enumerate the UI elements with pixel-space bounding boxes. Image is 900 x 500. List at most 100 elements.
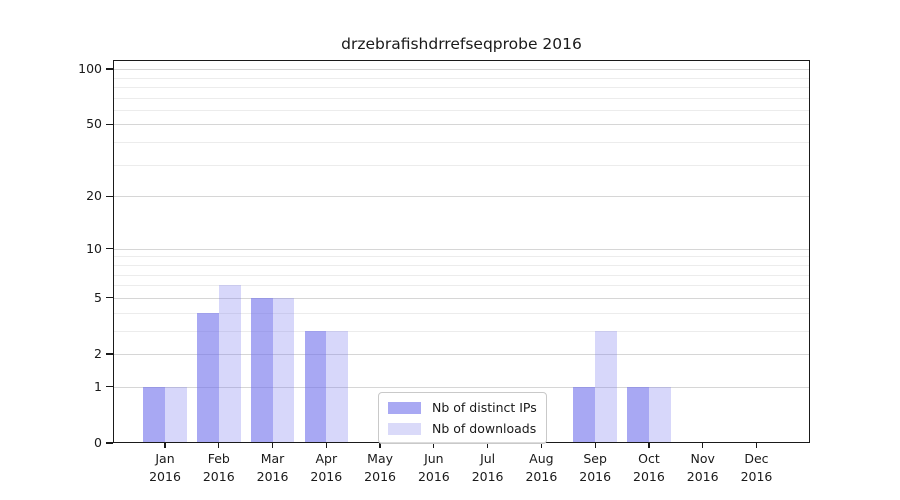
gridline-major — [113, 124, 810, 126]
legend: Nb of distinct IPs Nb of downloads — [378, 392, 547, 444]
gridline-major — [113, 196, 810, 198]
bar-downloads-jan — [165, 386, 187, 443]
x-tick-month: Sep — [583, 451, 607, 466]
x-tick-label: Apr 2016 — [290, 450, 362, 485]
y-tick-mark — [106, 195, 113, 197]
y-tick-mark — [106, 248, 113, 250]
legend-swatch-distinct-ips — [388, 401, 421, 414]
x-tick-year: 2016 — [417, 468, 450, 484]
x-tick-month: Jan — [155, 451, 175, 466]
bar-downloads-apr — [326, 330, 349, 443]
x-tick-mark — [271, 443, 274, 448]
x-tick-year: 2016 — [686, 468, 719, 484]
legend-item-downloads: Nb of downloads — [388, 421, 537, 436]
y-tick-mark — [106, 68, 113, 70]
legend-label-downloads: Nb of downloads — [432, 421, 537, 436]
x-tick-month: Feb — [207, 451, 230, 466]
gridline-minor — [113, 285, 810, 287]
x-tick-mark — [164, 443, 166, 448]
bar-ips-feb — [196, 312, 219, 443]
x-tick-mark — [594, 443, 596, 448]
y-tick-label: 10 — [86, 240, 102, 256]
x-tick-label: Jul 2016 — [452, 450, 524, 485]
gridline-minor — [113, 330, 810, 332]
gridline-major — [113, 248, 810, 250]
gridline-major — [113, 386, 810, 388]
x-tick-month: Dec — [744, 451, 769, 466]
x-tick-mark — [702, 443, 704, 448]
gridline-minor — [113, 86, 810, 88]
y-tick-label: 5 — [94, 289, 102, 305]
x-tick-label: Jun 2016 — [398, 450, 470, 485]
x-tick-label: Nov 2016 — [667, 450, 739, 485]
x-tick-month: Apr — [315, 451, 338, 466]
x-tick-month: May — [367, 451, 393, 466]
gridline-minor — [113, 264, 810, 266]
x-tick-mark — [755, 443, 758, 448]
y-tick-label: 50 — [86, 116, 102, 132]
x-tick-year: 2016 — [202, 468, 235, 484]
x-tick-year: 2016 — [525, 468, 558, 484]
x-tick-mark — [325, 443, 327, 448]
gridline-major — [113, 353, 810, 355]
gridline-major — [113, 69, 810, 71]
x-tick-mark — [379, 443, 381, 448]
gridline-minor — [113, 77, 810, 79]
x-tick-mark — [540, 443, 543, 448]
x-tick-label: Aug 2016 — [505, 450, 577, 485]
x-tick-label: Oct 2016 — [613, 450, 685, 485]
gridline-minor — [113, 164, 810, 166]
plot-area — [113, 60, 810, 443]
y-tick-label: 100 — [78, 61, 102, 77]
x-tick-year: 2016 — [471, 468, 504, 484]
y-tick-mark — [106, 386, 113, 388]
gridline-minor — [113, 142, 810, 144]
x-tick-label: Sep 2016 — [559, 450, 631, 485]
gridline-minor — [113, 256, 810, 258]
bar-downloads-oct — [648, 386, 671, 443]
bar-ips-mar — [250, 297, 273, 443]
x-tick-year: 2016 — [579, 468, 612, 484]
x-tick-year: 2016 — [633, 468, 665, 484]
x-tick-year: 2016 — [364, 468, 396, 484]
bar-ips-jan — [143, 386, 165, 443]
y-tick-mark — [106, 442, 113, 444]
gridline-minor — [113, 109, 810, 111]
legend-swatch-downloads — [388, 422, 421, 435]
legend-label-distinct-ips: Nb of distinct IPs — [432, 400, 537, 415]
y-tick-label: 20 — [86, 188, 102, 204]
y-tick-mark — [106, 353, 113, 355]
gridline-major — [113, 297, 810, 299]
y-tick-label: 1 — [94, 378, 102, 394]
x-tick-month: Oct — [638, 451, 660, 466]
bar-ips-oct — [627, 386, 649, 443]
y-tick-mark — [106, 123, 113, 126]
gridline-minor — [113, 312, 810, 314]
x-tick-year: 2016 — [256, 468, 289, 484]
x-tick-year: 2016 — [740, 468, 773, 484]
x-tick-label: Dec 2016 — [720, 450, 792, 485]
bar-downloads-mar — [272, 297, 295, 443]
x-tick-mark — [648, 443, 650, 448]
legend-item-distinct-ips: Nb of distinct IPs — [388, 400, 537, 415]
x-tick-month: Aug — [529, 451, 554, 466]
bar-ips-sep — [573, 386, 596, 443]
bar-downloads-sep — [595, 330, 617, 443]
x-tick-year: 2016 — [310, 468, 343, 484]
y-tick-label: 0 — [94, 435, 102, 450]
x-tick-label: May 2016 — [344, 450, 416, 485]
x-tick-label: Feb 2016 — [183, 450, 255, 485]
x-tick-mark — [486, 443, 489, 448]
y-tick-mark — [106, 297, 113, 299]
chart-title: drzebrafishdrrefseqprobe 2016 — [341, 35, 582, 53]
x-tick-mark — [433, 443, 435, 448]
gridline-minor — [113, 97, 810, 99]
x-tick-month: Jun — [424, 451, 444, 466]
x-tick-month: Jul — [480, 451, 496, 466]
x-tick-mark — [218, 443, 220, 448]
x-tick-label: Jan 2016 — [129, 450, 201, 485]
x-tick-month: Nov — [690, 451, 715, 466]
x-tick-month: Mar — [260, 451, 285, 466]
x-tick-year: 2016 — [149, 468, 181, 484]
